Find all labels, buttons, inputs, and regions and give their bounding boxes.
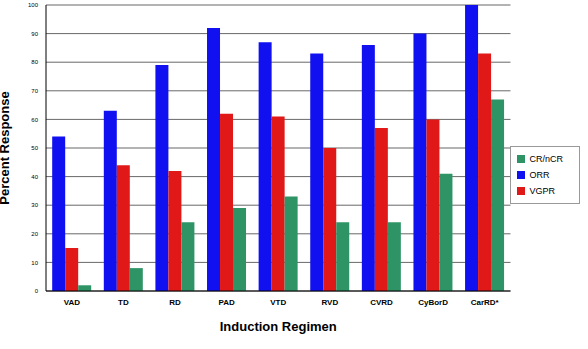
svg-text:70: 70 <box>31 88 38 94</box>
svg-text:CarRD*: CarRD* <box>471 298 500 307</box>
svg-text:0: 0 <box>35 288 39 294</box>
html-text:CR/nCR: CR/nCR <box>529 153 563 164</box>
svg-text:10: 10 <box>31 260 38 266</box>
svg-text:40: 40 <box>31 174 38 180</box>
svg-text:100: 100 <box>28 2 39 8</box>
svg-text:RVD: RVD <box>321 298 338 307</box>
svg-text:30: 30 <box>31 202 38 208</box>
svg-text:Percent Response: Percent Response <box>8 91 12 204</box>
svg-text:RD: RD <box>169 298 181 307</box>
svg-text:50: 50 <box>31 145 38 151</box>
svg-text:90: 90 <box>31 31 38 37</box>
html-text:ORR: ORR <box>529 169 550 180</box>
svg-text:PAD: PAD <box>218 298 235 307</box>
svg-text:CyBorD: CyBorD <box>418 298 448 307</box>
svg-text:60: 60 <box>31 117 38 123</box>
svg-text:Induction Regimen: Induction Regimen <box>220 319 337 334</box>
svg-text:VTD: VTD <box>270 298 286 307</box>
svg-text:80: 80 <box>31 59 38 65</box>
svg-text:TD: TD <box>118 298 129 307</box>
svg-text:CVRD: CVRD <box>370 298 393 307</box>
svg-text:20: 20 <box>31 231 38 237</box>
svg-text:VAD: VAD <box>64 298 81 307</box>
html-text:VGPR: VGPR <box>529 185 555 196</box>
